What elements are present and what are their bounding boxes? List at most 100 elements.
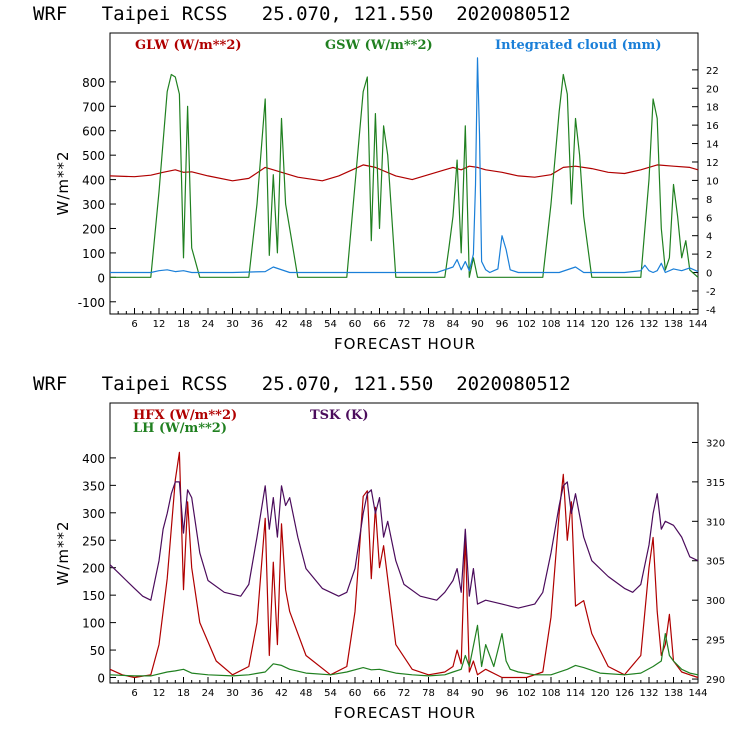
panel-1: WRF Taipei RCSS 25.070, 121.550 20200805… (33, 3, 719, 353)
x-tick-label: 114 (566, 688, 585, 699)
series-line-glw (109, 164, 699, 182)
y2-tick-label: 320 (706, 438, 725, 449)
x-tick-label: 24 (202, 319, 215, 330)
x-tick-label: 48 (300, 319, 313, 330)
y-tick-label: 100 (82, 247, 105, 261)
legend-integrated-cloud: Integrated cloud (mm) (495, 38, 661, 53)
x-tick-label: 144 (688, 688, 707, 699)
y-tick-label: 350 (82, 479, 105, 493)
y-tick-label: 50 (90, 644, 105, 658)
x-tick-label: 90 (471, 319, 484, 330)
y2-tick-label: 300 (706, 596, 725, 607)
panel-1-series (109, 57, 699, 278)
x-tick-label: 18 (177, 688, 190, 699)
x-tick-label: 132 (639, 688, 658, 699)
x-tick-label: 60 (349, 688, 362, 699)
x-tick-label: 114 (566, 319, 585, 330)
panel-2-title: WRF Taipei RCSS 25.070, 121.550 20200805… (33, 373, 571, 395)
x-tick-label: 72 (398, 319, 411, 330)
panel-2-x-axis: 6 12 18 24 30 36 42 48 54 60 66 72 78 84 90 96 102 108 114… (109, 677, 708, 699)
y2-tick-label: 305 (706, 557, 725, 568)
y-tick-label: 400 (82, 174, 105, 188)
panel-1-y-axis: -100 0 100 200 300 400 500 600 700 800 (78, 76, 116, 310)
y2-tick-label: 295 (706, 636, 725, 647)
y2-tick-label: 2 (706, 250, 712, 261)
y2-tick-label: 10 (706, 176, 719, 187)
x-tick-label: 36 (251, 319, 264, 330)
x-tick-label: 102 (517, 688, 536, 699)
x-tick-label: 126 (615, 688, 634, 699)
x-tick-label: 42 (275, 688, 288, 699)
y2-tick-label: -2 (706, 287, 716, 298)
y2-tick-label: 4 (706, 232, 712, 243)
x-tick-label: 78 (422, 319, 435, 330)
panel-1-y-label: W/m**2 (54, 150, 72, 215)
y2-tick-label: 310 (706, 517, 725, 528)
panel-1-x-axis: 6 12 18 24 30 36 42 48 54 60 66 72 78 84 90 96 102 108 114… (109, 308, 708, 330)
y-tick-label: 150 (82, 589, 105, 603)
x-tick-label: 30 (226, 319, 239, 330)
panel-2-x-label: FORECAST HOUR (334, 704, 476, 722)
x-tick-label: 84 (447, 319, 460, 330)
series-line-hfx (109, 451, 699, 679)
y2-tick-label: 315 (706, 478, 725, 489)
y-tick-label: 500 (82, 149, 105, 163)
x-tick-label: 138 (664, 319, 683, 330)
y-tick-label: 700 (82, 100, 105, 114)
y2-tick-label: 20 (706, 84, 719, 95)
x-tick-label: 96 (496, 688, 509, 699)
x-tick-label: 18 (177, 319, 190, 330)
x-tick-label: 36 (251, 688, 264, 699)
series-line-tsk (109, 481, 699, 609)
y2-tick-label: 8 (706, 195, 712, 206)
legend-glw: GLW (W/m**2) (135, 38, 242, 53)
x-tick-label: 42 (275, 319, 288, 330)
y2-tick-label: 6 (706, 213, 712, 224)
series-line-lh (109, 624, 699, 677)
y-tick-label: 600 (82, 125, 105, 139)
x-tick-label: 30 (226, 688, 239, 699)
y2-tick-label: 0 (706, 269, 712, 280)
y2-tick-label: -4 (706, 305, 716, 316)
x-tick-label: 12 (153, 688, 166, 699)
x-tick-label: 96 (496, 319, 509, 330)
legend-hfx: HFX (W/m**2) (133, 408, 237, 423)
legend-tsk: TSK (K) (310, 408, 369, 423)
x-tick-label: 102 (517, 319, 536, 330)
y2-tick-label: 16 (706, 121, 719, 132)
x-tick-label: 132 (639, 319, 658, 330)
series-line-integrated (110, 57, 699, 274)
x-tick-label: 60 (349, 319, 362, 330)
y-tick-label: 800 (82, 76, 105, 90)
y-tick-label: 250 (82, 534, 105, 548)
x-tick-label: 66 (373, 319, 386, 330)
x-tick-label: 126 (615, 319, 634, 330)
x-tick-label: 12 (153, 319, 166, 330)
y-tick-label: 400 (82, 452, 105, 466)
y2-tick-label: 22 (706, 66, 719, 77)
x-tick-label: 108 (541, 319, 560, 330)
x-tick-label: 144 (688, 319, 707, 330)
x-tick-label: 78 (422, 688, 435, 699)
y-tick-label: 100 (82, 617, 105, 631)
y-tick-label: 300 (82, 507, 105, 521)
y-tick-label: 300 (82, 198, 105, 212)
y2-tick-label: 18 (706, 103, 719, 114)
x-tick-label: 6 (131, 319, 137, 330)
legend-lh: LH (W/m**2) (133, 421, 227, 436)
y-tick-label: 200 (82, 222, 105, 236)
x-tick-label: 72 (398, 688, 411, 699)
x-tick-label: 120 (590, 688, 609, 699)
panel-2: WRF Taipei RCSS 25.070, 121.550 20200805… (33, 373, 725, 722)
y-tick-label: 0 (97, 271, 105, 285)
panel-2-y-axis: 0 50 100 150 200 250 300 350 400 (82, 452, 116, 686)
x-tick-label: 54 (324, 319, 337, 330)
x-tick-label: 6 (131, 688, 137, 699)
x-tick-label: 48 (300, 688, 313, 699)
panel-1-y2-axis: -4 -2 0 2 4 6 8 10 12 14 16 18 20 22 (692, 66, 719, 316)
y-tick-label: 200 (82, 562, 105, 576)
x-tick-label: 54 (324, 688, 337, 699)
x-tick-label: 84 (447, 688, 460, 699)
panel-2-y2-axis: 290 295 300 305 310 315 320 (692, 438, 725, 686)
